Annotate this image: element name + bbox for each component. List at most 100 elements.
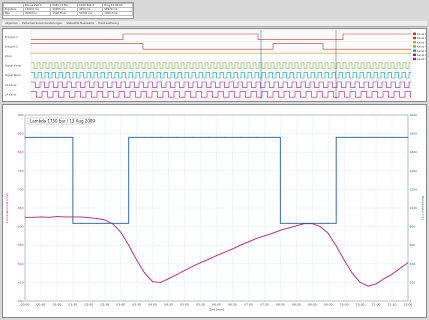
data-point bbox=[152, 136, 154, 138]
y-tick-label-left: 600 bbox=[18, 225, 24, 229]
data-point bbox=[64, 216, 66, 218]
data-point bbox=[279, 229, 281, 231]
x-tick-label: 10:00 bbox=[340, 303, 349, 307]
data-point bbox=[359, 281, 361, 283]
data-point bbox=[136, 259, 138, 261]
data-point bbox=[152, 281, 154, 283]
data-point bbox=[216, 136, 217, 138]
x-tick-label: 04:00 bbox=[148, 303, 157, 307]
data-point bbox=[391, 273, 393, 275]
x-tick-label: 02:30 bbox=[100, 303, 109, 307]
data-point bbox=[80, 216, 82, 218]
data-point bbox=[375, 283, 377, 285]
legend-swatch bbox=[413, 49, 416, 52]
measurement-readout-panel: Bonne Zeit 0 0081 13 Bor 1000 Zeit 4 Bing 1… bbox=[2, 2, 134, 19]
data-point bbox=[351, 272, 353, 274]
data-point bbox=[407, 136, 409, 138]
data-point bbox=[287, 227, 289, 229]
logic-channel-label: Signal Kanal bbox=[5, 64, 21, 68]
readout-cell: 1000 Flow bbox=[102, 11, 133, 16]
logic-analyzer-plot[interactable]: Ereignis 1 Ereignis 2 Zone Signal Kanal Sign… bbox=[3, 29, 426, 101]
tab-1[interactable]: Zeitachse Sensordarstellungen bbox=[21, 22, 63, 25]
data-point bbox=[104, 222, 106, 224]
x-tick-label: 06:00 bbox=[212, 303, 221, 307]
data-point bbox=[383, 136, 385, 138]
data-point bbox=[295, 225, 297, 227]
data-point bbox=[239, 244, 241, 246]
data-point bbox=[399, 267, 401, 269]
logic-channel-label: Signal Block bbox=[5, 73, 21, 77]
legend-swatch bbox=[413, 36, 416, 40]
data-point bbox=[383, 278, 385, 280]
readout-cell: 50000 ms bbox=[77, 11, 104, 16]
data-point bbox=[287, 222, 289, 224]
data-point bbox=[144, 272, 146, 274]
data-point bbox=[351, 136, 353, 138]
logic-channel-label: Ereignis 1 bbox=[5, 35, 18, 39]
data-point bbox=[319, 222, 321, 224]
y-tick-label-right: 1600 bbox=[410, 150, 418, 154]
x-tick-label: 01:00 bbox=[53, 303, 62, 307]
data-point bbox=[88, 217, 90, 219]
x-tick-label: 05:00 bbox=[180, 303, 189, 307]
x-axis-label: Zeit [min] bbox=[209, 308, 224, 312]
y-tick-label-right: 1200 bbox=[410, 187, 418, 191]
y-tick-label-right: 600 bbox=[410, 243, 416, 247]
logic-trace bbox=[31, 81, 411, 88]
data-point bbox=[64, 136, 66, 138]
chart-title: Lambda 1750 bar / 13 Aug 2009 bbox=[30, 118, 95, 123]
y-tick-label-left: 850 bbox=[18, 132, 24, 136]
legend-entry: Kanal 2 bbox=[417, 36, 426, 40]
tab-0[interactable]: Allgemein bbox=[5, 22, 18, 25]
data-point bbox=[96, 222, 98, 224]
data-point bbox=[279, 222, 281, 224]
data-point bbox=[88, 222, 90, 224]
data-point bbox=[40, 136, 42, 138]
data-point bbox=[80, 222, 82, 224]
data-point bbox=[239, 136, 241, 138]
x-tick-label: 12:00 bbox=[404, 303, 413, 307]
data-point bbox=[24, 216, 26, 218]
data-point bbox=[319, 226, 321, 228]
data-point bbox=[343, 259, 345, 261]
x-tick-label: 07:30 bbox=[260, 303, 269, 307]
data-point bbox=[160, 281, 162, 283]
trend-chart-panel: 400 450 500 550 600 650 700 750 800 850 900 0 200 400… bbox=[2, 104, 427, 318]
data-point bbox=[168, 278, 170, 280]
data-point bbox=[359, 136, 361, 138]
data-point bbox=[136, 136, 138, 138]
legend-entry: Kanal 7 bbox=[417, 57, 426, 61]
data-point bbox=[48, 136, 50, 138]
data-point bbox=[335, 136, 337, 138]
data-point bbox=[295, 222, 297, 224]
data-point bbox=[120, 222, 122, 224]
view-tabs: Allgemein Zeitachse Sensordarstellungen St… bbox=[2, 21, 427, 27]
y-tick-label-left: 450 bbox=[18, 280, 24, 284]
y-tick-label-left: 800 bbox=[18, 150, 24, 154]
legend-swatch bbox=[413, 53, 416, 56]
y-axis-label-right: Temperatur [°C] bbox=[421, 195, 425, 220]
logic-trace bbox=[31, 62, 411, 69]
legend-swatch bbox=[413, 32, 416, 35]
data-point bbox=[112, 222, 114, 224]
data-point bbox=[176, 274, 178, 276]
y-tick-label-right: 1400 bbox=[410, 169, 418, 173]
logic-channel-label: Ereignis 2 bbox=[5, 44, 18, 48]
data-point bbox=[232, 248, 233, 250]
readout-table: Bonne Zeit 0 0081 13 Bor 1000 Zeit 4 Bing 1… bbox=[3, 3, 133, 16]
data-point bbox=[32, 216, 34, 218]
data-point bbox=[391, 136, 393, 138]
data-point bbox=[367, 285, 369, 287]
data-point bbox=[176, 136, 178, 138]
readout-row: Bas 2000 Dur 1500 Flow 50000 ms 1000 Flow bbox=[3, 11, 133, 16]
data-point bbox=[335, 245, 337, 247]
tab-2[interactable]: Statusbits Messwerte bbox=[66, 22, 94, 25]
tab-3[interactable]: Trend Auflösung bbox=[98, 22, 119, 25]
x-tick-label: 03:30 bbox=[132, 303, 141, 307]
logic-channel-label: Zone bbox=[5, 54, 12, 58]
trend-chart[interactable]: 400 450 500 550 600 650 700 750 800 850 900 0 200 400… bbox=[3, 105, 426, 317]
data-point bbox=[399, 136, 401, 138]
y-tick-label-right: 1000 bbox=[410, 206, 418, 210]
y-tick-label-left: 750 bbox=[18, 169, 24, 173]
chart-title-box bbox=[27, 117, 91, 125]
